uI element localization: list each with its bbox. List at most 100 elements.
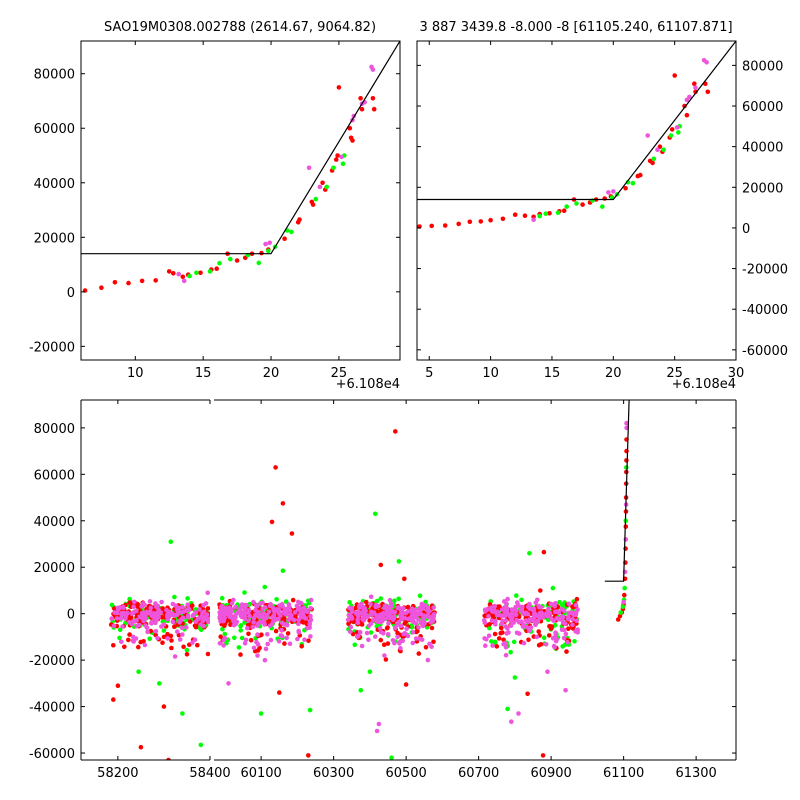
point-magenta [405,609,411,614]
point-magenta [132,599,137,605]
point-magenta [302,637,307,642]
point-magenta [262,605,268,610]
point-red [564,649,569,654]
point-magenta [299,609,304,615]
point-magenta [370,67,376,72]
point-green [550,585,556,591]
point-magenta [573,602,579,608]
point-magenta [528,606,533,612]
point-green [537,213,542,219]
point-green [600,204,605,209]
point-magenta [348,629,353,635]
point-red [138,744,144,750]
point-magenta [169,611,175,616]
point-red [358,96,363,101]
point-green [340,161,346,166]
point-magenta [305,609,310,615]
point-magenta [121,605,126,610]
point-magenta [573,610,578,616]
point-red [172,624,177,630]
point-magenta [233,621,239,627]
point-red [198,270,203,276]
point-magenta [520,610,525,615]
point-magenta [366,637,371,643]
point-magenta [509,607,515,612]
point-magenta [131,604,136,610]
point-red [115,683,121,688]
point-red [280,501,286,506]
point-magenta [392,609,398,615]
point-magenta [201,602,206,608]
point-green [358,688,364,693]
point-magenta [521,640,527,646]
point-magenta [425,612,431,618]
point-red [693,89,698,95]
point-magenta [489,618,495,623]
point-red [111,697,116,702]
point-magenta [120,624,125,629]
point-magenta [296,621,301,627]
point-magenta [281,622,287,627]
point-magenta [430,616,436,622]
point-magenta [295,636,300,642]
chart-top-right: 3 887 3439.8 -8.000 -8 [61105.240, 61107… [416,20,788,392]
point-magenta [402,631,408,636]
point-magenta [251,620,256,625]
point-red [320,180,325,186]
point-magenta [573,629,578,634]
point-green [374,598,380,604]
point-magenta [624,420,629,426]
point-magenta [368,594,374,600]
point-green [274,597,279,602]
x-tick-label: 15 [544,366,561,381]
point-green [423,599,428,605]
y-tick-label: -40000 [29,701,75,716]
point-red [169,645,174,651]
point-green [661,147,666,152]
point-red [525,691,530,697]
point-magenta [156,615,161,620]
point-red [403,682,409,687]
point-green [505,706,510,712]
point-magenta [528,625,534,630]
point-magenta [376,721,382,727]
point-magenta [299,615,305,620]
x-tick-label: 20 [605,366,622,381]
y-tick-label: -20000 [742,263,788,278]
point-red [522,213,528,218]
point-magenta [276,607,282,613]
x-tick-label: 60700 [458,766,499,781]
point-red [285,631,291,636]
point-magenta [521,622,526,627]
point-magenta [355,634,360,639]
point-green [239,635,245,641]
point-red [429,223,435,229]
point-magenta [349,605,355,611]
point-magenta [410,640,416,646]
point-magenta [421,618,426,623]
point-magenta [611,189,616,194]
point-magenta [386,614,391,619]
point-magenta [566,610,572,616]
point-magenta [270,619,276,624]
point-magenta [364,630,370,636]
point-magenta [359,643,365,649]
point-magenta [515,600,520,605]
point-magenta [533,622,538,627]
point-magenta [543,642,549,647]
point-green [184,647,190,653]
point-green [238,623,244,628]
point-magenta [115,605,121,611]
point-magenta [112,610,117,615]
point-magenta [251,599,256,605]
point-magenta [153,620,158,626]
point-magenta [233,604,238,610]
point-magenta [228,609,234,614]
point-magenta [574,618,579,624]
point-red [456,221,462,227]
x-tick-label: 25 [331,366,348,381]
point-magenta [483,609,488,614]
x-tick-label: 10 [127,366,144,381]
point-magenta [308,617,314,622]
point-magenta [142,642,148,648]
